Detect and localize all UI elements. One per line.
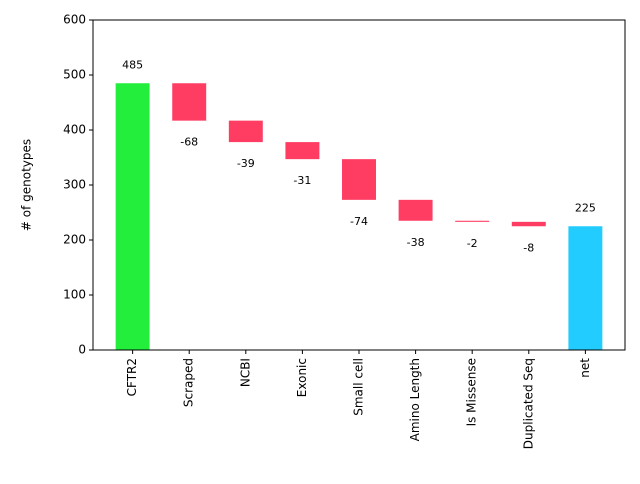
x-tick-label: Small cell bbox=[352, 358, 366, 416]
bar bbox=[342, 159, 376, 200]
x-tick-label: Duplicated Seq bbox=[521, 358, 535, 449]
y-tick-label: 100 bbox=[63, 288, 86, 302]
value-label: -8 bbox=[523, 241, 534, 254]
value-label: -39 bbox=[237, 157, 255, 170]
x-tick-label: Scraped bbox=[182, 358, 196, 407]
y-tick-label: 300 bbox=[63, 178, 86, 192]
x-tick-label: Is Missense bbox=[465, 358, 479, 426]
value-label: -38 bbox=[407, 236, 425, 249]
y-tick-label: 400 bbox=[63, 123, 86, 137]
bar bbox=[511, 221, 546, 227]
y-tick-label: 600 bbox=[63, 13, 86, 27]
bar bbox=[285, 142, 320, 160]
value-label: -31 bbox=[293, 174, 311, 187]
value-label: 485 bbox=[122, 58, 143, 71]
y-axis-label: # of genotypes bbox=[20, 139, 34, 231]
y-tick-label: 500 bbox=[63, 68, 86, 82]
value-label: -2 bbox=[467, 237, 478, 250]
y-tick-label: 0 bbox=[78, 343, 86, 357]
y-tick-label: 200 bbox=[63, 233, 86, 247]
plot-frame bbox=[92, 19, 626, 351]
x-tick-label: net bbox=[578, 358, 592, 378]
x-tick-label: CFTR2 bbox=[125, 358, 139, 396]
bar bbox=[568, 226, 603, 350]
x-tick-label: Amino Length bbox=[408, 358, 422, 441]
bar bbox=[172, 83, 207, 121]
bar bbox=[455, 220, 490, 222]
value-label: -68 bbox=[180, 136, 198, 149]
x-tick-label: NCBI bbox=[238, 358, 252, 387]
x-tick-label: Exonic bbox=[295, 358, 309, 397]
value-label: 225 bbox=[575, 201, 596, 214]
bar bbox=[398, 199, 433, 221]
bar bbox=[228, 120, 263, 143]
bar bbox=[115, 83, 150, 350]
value-label: -74 bbox=[350, 215, 368, 228]
